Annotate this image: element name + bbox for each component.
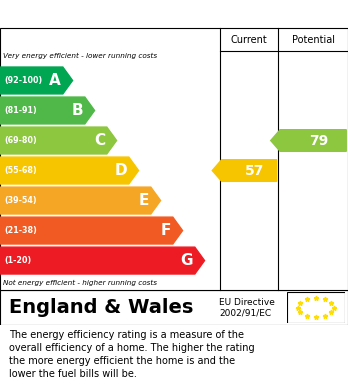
Text: A: A xyxy=(49,73,61,88)
Text: C: C xyxy=(94,133,105,148)
Text: (21-38): (21-38) xyxy=(4,226,37,235)
Text: The energy efficiency rating is a measure of the
overall efficiency of a home. T: The energy efficiency rating is a measur… xyxy=(9,330,254,379)
Polygon shape xyxy=(271,130,346,151)
Text: F: F xyxy=(161,223,171,238)
Text: Potential: Potential xyxy=(292,34,335,45)
Text: EU Directive
2002/91/EC: EU Directive 2002/91/EC xyxy=(219,298,275,317)
Text: Not energy efficient - higher running costs: Not energy efficient - higher running co… xyxy=(3,280,158,286)
Text: G: G xyxy=(181,253,193,268)
Text: England & Wales: England & Wales xyxy=(9,298,193,317)
Text: 79: 79 xyxy=(309,133,328,147)
Text: 57: 57 xyxy=(245,163,264,178)
Text: D: D xyxy=(114,163,127,178)
Bar xyxy=(287,292,345,323)
Text: B: B xyxy=(71,103,83,118)
Polygon shape xyxy=(0,187,160,214)
Text: Current: Current xyxy=(231,34,268,45)
Text: (92-100): (92-100) xyxy=(4,76,42,85)
Text: (39-54): (39-54) xyxy=(4,196,37,205)
Polygon shape xyxy=(0,127,117,154)
Polygon shape xyxy=(0,97,95,124)
Text: (81-91): (81-91) xyxy=(4,106,37,115)
Polygon shape xyxy=(0,67,73,94)
Polygon shape xyxy=(0,247,205,274)
Polygon shape xyxy=(0,217,183,244)
Polygon shape xyxy=(212,160,277,181)
Text: Energy Efficiency Rating: Energy Efficiency Rating xyxy=(10,7,232,22)
Text: Very energy efficient - lower running costs: Very energy efficient - lower running co… xyxy=(3,53,158,59)
Text: (1-20): (1-20) xyxy=(4,256,31,265)
Text: (55-68): (55-68) xyxy=(4,166,37,175)
Text: E: E xyxy=(139,193,149,208)
Text: (69-80): (69-80) xyxy=(4,136,37,145)
Polygon shape xyxy=(0,157,139,184)
